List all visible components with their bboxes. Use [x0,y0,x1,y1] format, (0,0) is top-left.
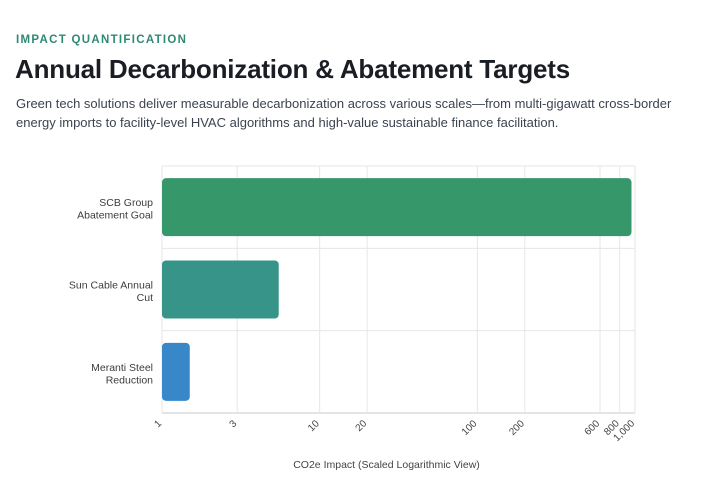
page-subtitle: Green tech solutions deliver measurable … [16,96,672,130]
x-tick-label: 1 [152,418,164,430]
category-label: Sun Cable Annual Cut [69,280,153,305]
x-tick-label: 200 [507,418,527,438]
category-labels: SCB Group Abatement Goal Sun Cable Annual C… [69,197,153,386]
category-label: SCB Group Abatement Goal [77,197,153,222]
bar[interactable] [162,178,632,237]
x-axis-title: CO2e Impact (Scaled Logarithmic View) [293,459,480,471]
bar[interactable] [162,342,190,401]
page-title: Annual Decarbonization & Abatement Targe… [15,54,571,84]
section-eyebrow: IMPACT QUANTIFICATION [16,34,188,46]
chart-bars [162,178,632,401]
x-tick-label: 10 [306,418,322,434]
category-label: Meranti Steel Reduction [91,362,153,387]
x-tick-label: 100 [460,418,480,438]
x-tick-label: 3 [228,418,240,430]
x-tick-label: 600 [583,418,603,438]
x-tick-label: 20 [354,418,370,434]
bar[interactable] [162,260,279,319]
